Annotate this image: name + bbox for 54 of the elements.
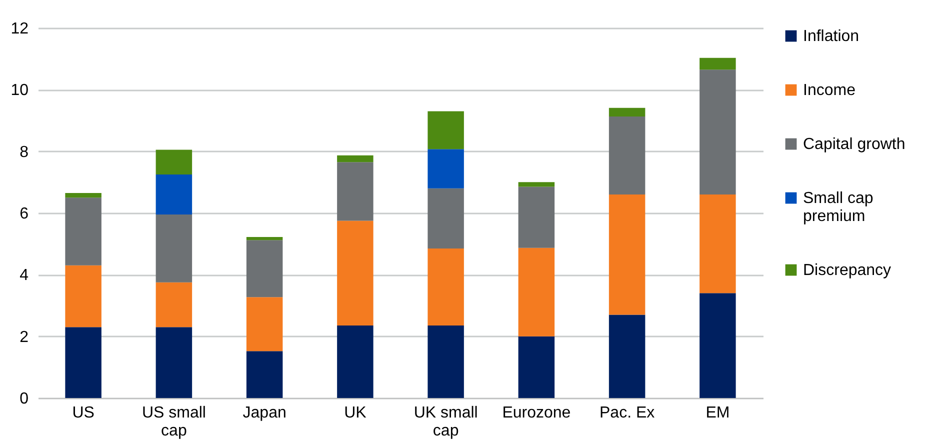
bar xyxy=(608,194,646,315)
bar xyxy=(700,293,736,398)
bar xyxy=(608,116,646,194)
x-tick-label: UK small cap xyxy=(414,404,478,440)
y-tick-label: 10 xyxy=(10,82,29,100)
bar xyxy=(428,149,464,188)
bar xyxy=(428,248,464,326)
x-tick-label: Japan xyxy=(242,404,286,422)
bar xyxy=(246,237,283,240)
bar xyxy=(337,155,374,162)
bar xyxy=(608,108,646,116)
y-tick-label: 2 xyxy=(20,328,29,346)
y-tick-label: 12 xyxy=(10,20,29,38)
legend-label: Discrepancy xyxy=(803,262,892,279)
bar xyxy=(246,351,283,398)
bar xyxy=(65,265,102,328)
bar xyxy=(156,174,192,215)
bar xyxy=(337,326,374,398)
bar xyxy=(608,314,646,398)
x-tick-label: Pac. Ex xyxy=(599,404,655,422)
bar xyxy=(65,192,102,198)
bar xyxy=(65,198,102,266)
x-tick-label: Eurozone xyxy=(502,404,571,422)
y-tick-label: 0 xyxy=(20,390,29,408)
x-tick-label: US xyxy=(72,404,94,422)
y-tick-label: 8 xyxy=(20,144,29,161)
bar xyxy=(246,240,283,298)
bar xyxy=(428,188,464,248)
bar xyxy=(518,336,555,398)
x-tick-label: US small cap xyxy=(142,404,206,440)
y-tick-label: 6 xyxy=(20,206,29,222)
bar xyxy=(428,111,464,150)
x-tick-label: EM xyxy=(706,404,730,422)
bar xyxy=(337,162,374,221)
y-tick-label: 4 xyxy=(20,267,29,284)
bar xyxy=(246,297,283,352)
legend-label: Small cap premium xyxy=(803,190,874,225)
bar xyxy=(700,58,736,70)
bar xyxy=(156,214,192,282)
legend-label: Inflation xyxy=(803,28,860,45)
legend-label: Income xyxy=(803,82,856,99)
bar xyxy=(156,150,192,174)
x-tick-label: UK xyxy=(344,404,367,422)
bar xyxy=(518,182,555,187)
bar xyxy=(518,248,555,336)
bar xyxy=(337,220,374,326)
bar xyxy=(65,327,102,398)
bar xyxy=(700,194,736,294)
bar xyxy=(156,282,192,328)
bar xyxy=(518,186,555,248)
bar xyxy=(428,326,464,398)
bar xyxy=(156,327,192,398)
legend-label: Capital growth xyxy=(803,136,906,153)
bar xyxy=(700,70,736,194)
